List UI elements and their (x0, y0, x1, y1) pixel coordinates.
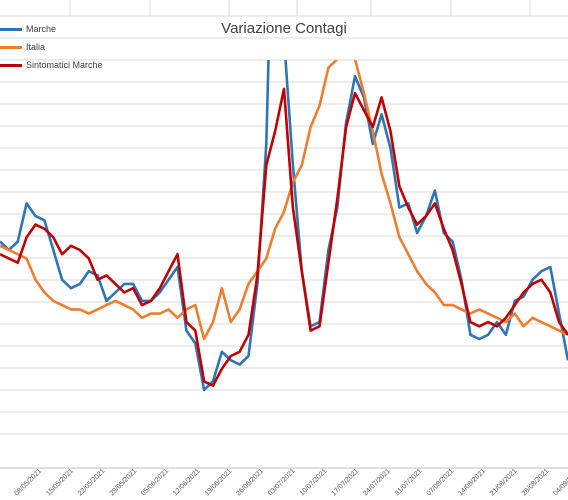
x-tick-label: 10/07/2021 (299, 468, 329, 498)
chart-title: Variazione Contagi (221, 20, 347, 37)
series-line-italia (0, 60, 568, 341)
gridlines (0, 0, 568, 435)
x-tick-label: 08/05/2021 (13, 468, 43, 498)
x-tick-label: 12/06/2021 (172, 468, 202, 498)
legend-item-marche: Marche (0, 20, 103, 38)
x-tick-label: 07/08/2021 (426, 468, 456, 498)
x-tick-label: 15/05/2021 (45, 468, 75, 498)
x-tick-label: 03/07/2021 (267, 468, 297, 498)
legend-item-italia: Italia (0, 38, 103, 56)
x-axis-tick-labels: 08/05/2021 15/05/2021 22/05/2021 29/05/2021… (0, 467, 568, 498)
x-tick-label: 14/08/2021 (457, 468, 487, 498)
legend-label: Sintomatici Marche (26, 60, 103, 70)
x-tick-label: 31/07/2021 (394, 468, 424, 498)
x-tick-label: 26/06/2021 (235, 468, 265, 498)
legend-swatch (0, 27, 22, 31)
x-tick-label: 05/06/2021 (140, 468, 170, 498)
legend-label: Marche (26, 24, 57, 34)
x-tick-label: 28/08/2021 (521, 468, 551, 498)
legend: Marche Italia Sintomatici Marche (0, 20, 103, 74)
legend-label: Italia (26, 42, 46, 52)
x-tick-label: 24/07/2021 (362, 468, 392, 498)
legend-item-sintomatici: Sintomatici Marche (0, 56, 103, 74)
legend-swatch (0, 45, 22, 49)
x-tick-label: 21/08/2021 (489, 468, 519, 498)
x-tick-label: 04/09/2021 (552, 468, 568, 498)
x-tick-label: 22/05/2021 (77, 468, 107, 498)
x-tick-label: 19/06/2021 (204, 468, 234, 498)
legend-swatch (0, 63, 22, 67)
series-lines (0, 60, 568, 392)
x-tick-label: 17/07/2021 (330, 468, 360, 498)
x-tick-label: 29/05/2021 (109, 468, 139, 498)
series-line-sintomatici-marche (0, 87, 568, 388)
